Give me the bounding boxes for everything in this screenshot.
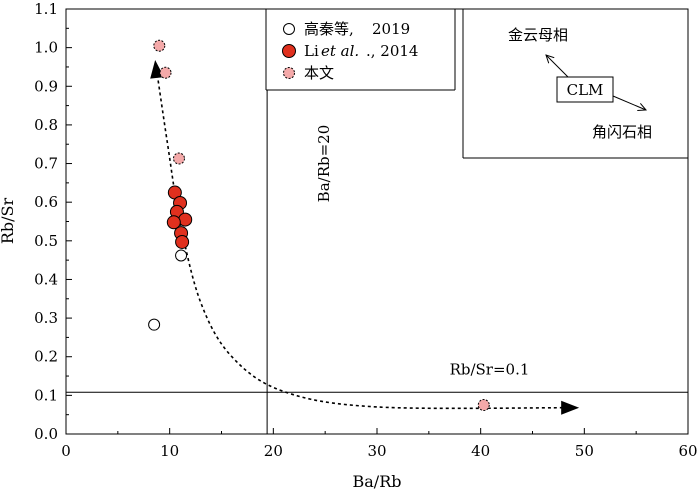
x-axis-title: Ba/Rb	[353, 472, 402, 491]
y-tick-label: 0.3	[34, 309, 58, 327]
y-tick-label: 0.8	[34, 116, 58, 134]
point-li	[175, 234, 190, 249]
x-tick-label: 0	[61, 442, 71, 460]
arrow-to-phlogopite	[546, 55, 569, 78]
point-gaoqin	[148, 318, 161, 331]
trend-arrowhead-right	[561, 400, 580, 415]
y-axis-title: Rb/Sr	[0, 198, 17, 245]
y-tick-label: 0.0	[34, 425, 58, 443]
x-tick-label: 20	[264, 442, 283, 460]
clm-label: CLM	[567, 81, 604, 99]
x-tick-label: 40	[471, 442, 490, 460]
y-tick-label: 0.5	[34, 232, 58, 250]
y-tick-label: 1.1	[34, 0, 58, 18]
rb-sr-label: Rb/Sr=0.1	[450, 360, 530, 378]
y-tick-label: 0.9	[34, 77, 58, 95]
y-tick-label: 0.4	[34, 270, 58, 288]
legend-marker-open	[283, 23, 295, 35]
legend-label-this: 本文	[304, 64, 334, 82]
legend: 高秦等, 2019 Li et al. ., 2014 本文	[265, 9, 456, 91]
clm-box	[556, 76, 614, 103]
point-this-study	[153, 39, 166, 52]
y-tick-label: 0.1	[34, 386, 58, 404]
point-li	[166, 215, 181, 230]
legend-marker-this	[283, 67, 295, 79]
point-this-study	[159, 66, 172, 79]
y-axis-ticks: 0.0 0.1 0.2 0.3 0.4 0.5 0.6 0.7 0.8 0.9 1.0 1.1	[34, 0, 72, 443]
legend-label-li-year: ., 2014	[366, 42, 418, 60]
x-tick-label: 60	[678, 442, 697, 460]
y-tick-label: 0.6	[34, 193, 58, 211]
data-points	[148, 39, 580, 415]
point-this-study	[172, 152, 185, 165]
phlogopite-label: 金云母相	[508, 26, 568, 44]
amphibole-label: 角闪石相	[592, 123, 652, 141]
y-tick-label: 1.0	[34, 39, 58, 57]
legend-marker-li	[282, 44, 296, 58]
point-this-study	[477, 399, 490, 412]
x-axis-ticks: 0 10 20 30 40 50 60	[61, 428, 698, 460]
x-tick-label: 30	[367, 442, 386, 460]
ba-rb-label: Ba/Rb=20	[315, 125, 333, 203]
clm-inset: 金云母相 角闪石相 CLM	[462, 9, 688, 159]
legend-label-li: Li	[304, 42, 319, 60]
x-tick-label: 10	[160, 442, 179, 460]
legend-label-gaoqin: 高秦等,	[304, 20, 354, 38]
arrow-to-amphibole	[612, 95, 646, 110]
trend-curve	[154, 59, 569, 410]
x-tick-label: 50	[575, 442, 594, 460]
y-tick-label: 0.2	[34, 348, 58, 366]
legend-label-li-italic: et al.	[321, 42, 359, 60]
point-li	[178, 212, 193, 227]
y-tick-label: 0.7	[34, 155, 58, 173]
point-gaoqin	[175, 249, 188, 262]
legend-label-gaoqin-year: 2019	[372, 20, 410, 38]
